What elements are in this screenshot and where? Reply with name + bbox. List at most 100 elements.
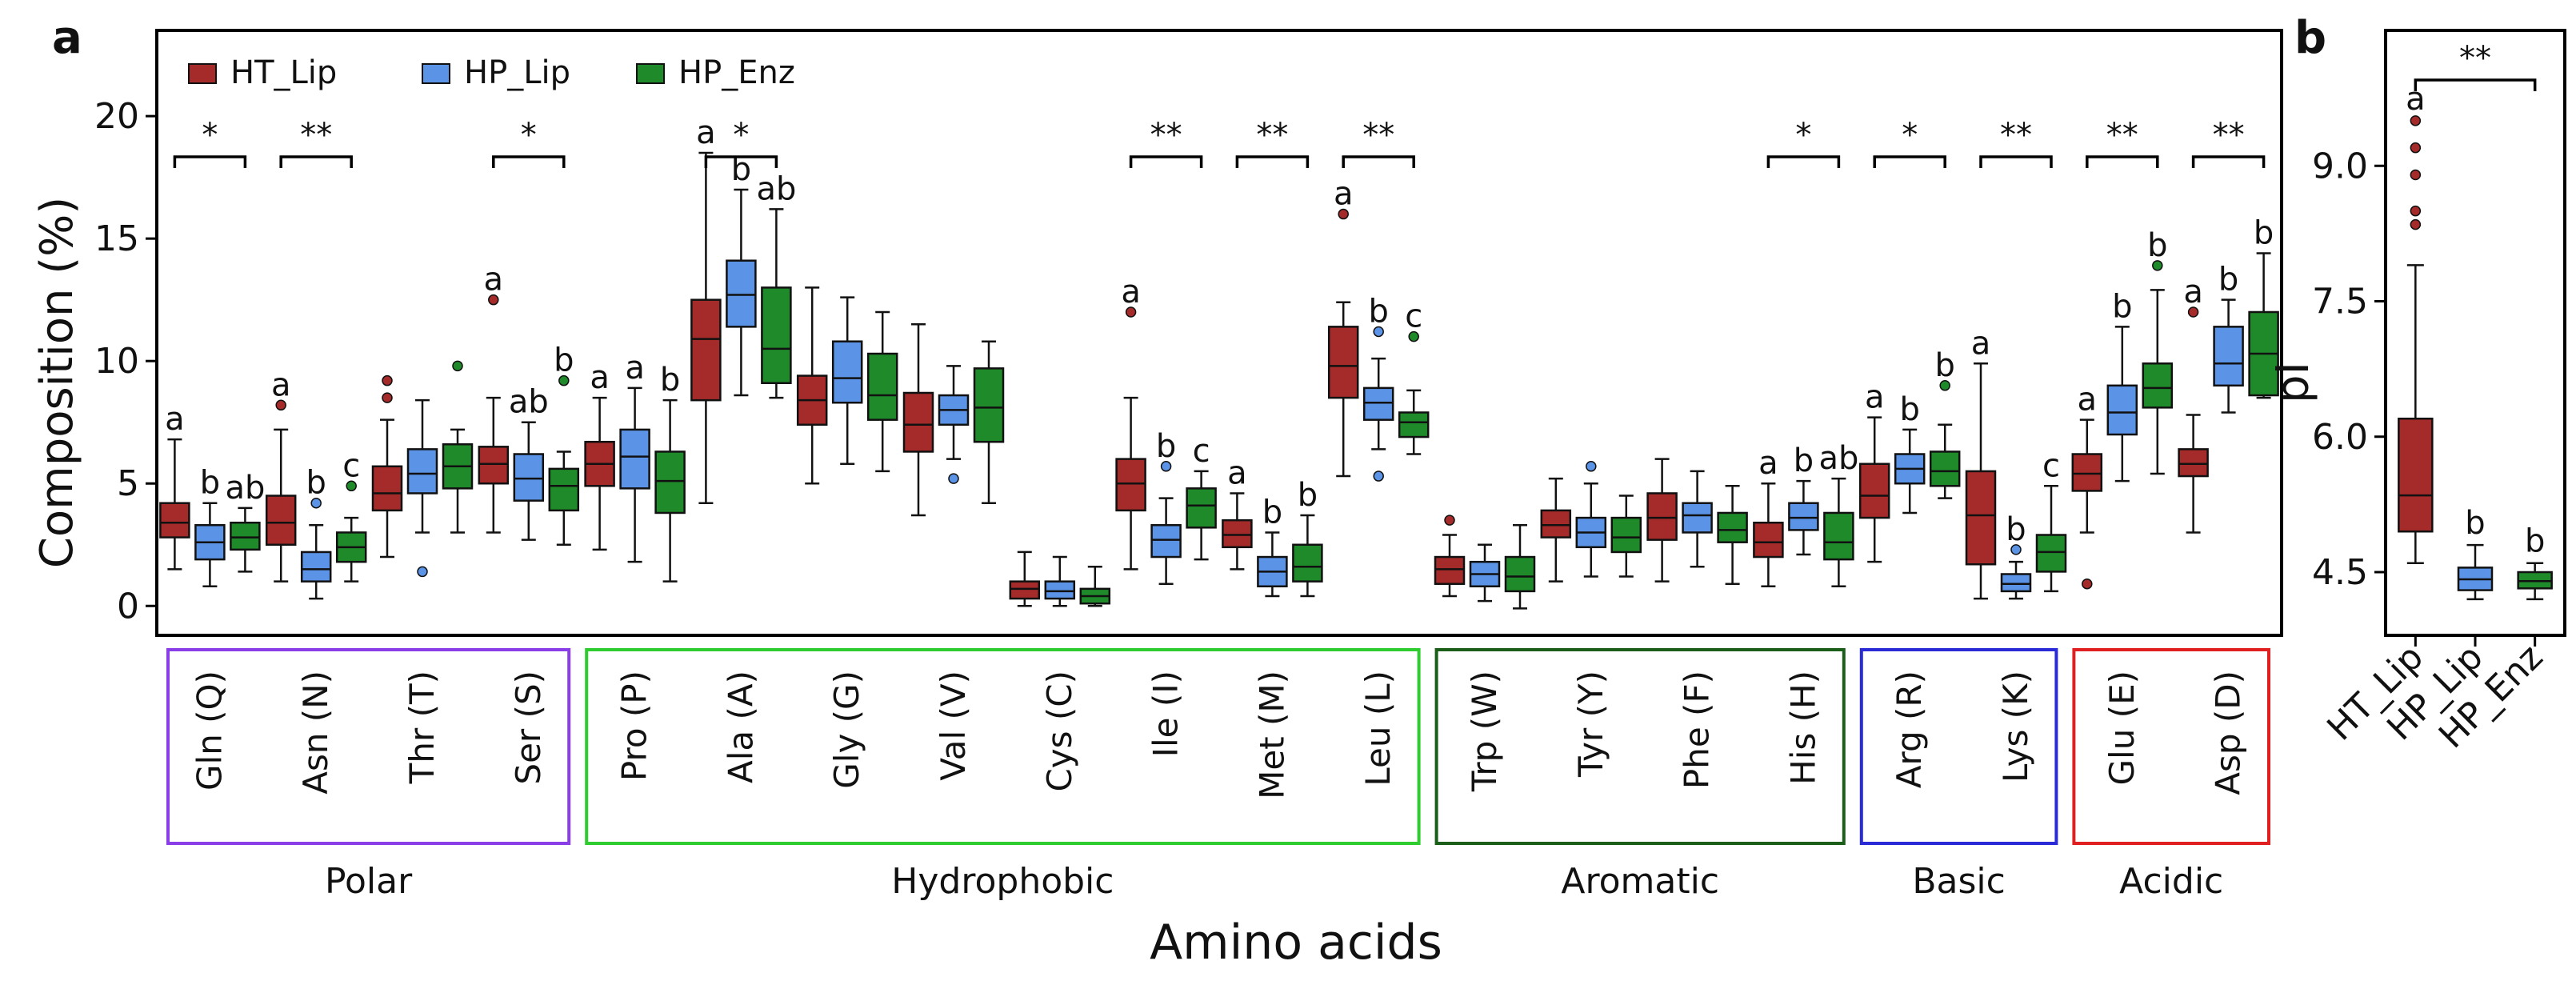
category-tyr-y: Tyr (Y) bbox=[1540, 461, 1642, 778]
box-outlier bbox=[2410, 205, 2422, 217]
box-hp-enz bbox=[1398, 330, 1430, 455]
box-hp-enz bbox=[654, 398, 686, 583]
box-iqr bbox=[1540, 509, 1572, 539]
box-ht-lip bbox=[2178, 306, 2209, 534]
box-hp-enz bbox=[2248, 252, 2279, 399]
box-iqr bbox=[619, 428, 650, 490]
box-iqr bbox=[1362, 386, 1394, 421]
category-label: His (H) bbox=[1783, 671, 1822, 785]
category-label: Pro (P) bbox=[615, 671, 654, 781]
significance-letter: b bbox=[1262, 494, 1282, 531]
box-ht-lip bbox=[1753, 482, 1784, 588]
significance-letter: a bbox=[165, 401, 185, 438]
legend-label-hp-lip: HP_Lip bbox=[464, 54, 570, 91]
category-label: Phe (F) bbox=[1678, 671, 1717, 789]
box-hp-enz bbox=[1186, 470, 1217, 561]
category-groups: Polar Hydrophobic Aromatic Basic Acidic bbox=[166, 648, 2270, 902]
category-label: Asp (D) bbox=[2209, 671, 2248, 795]
box-ht-lip bbox=[690, 151, 722, 504]
box-hp-lip bbox=[1894, 428, 1926, 515]
significance-letter: ab bbox=[225, 470, 265, 507]
category-label: Ile (I) bbox=[1146, 671, 1186, 757]
legend-label-ht-lip: HT_Lip bbox=[230, 54, 337, 91]
box-iqr bbox=[1929, 450, 1961, 487]
box-ht-lip bbox=[2071, 418, 2103, 590]
box-hp-lip bbox=[2213, 298, 2244, 414]
box-hp-lip bbox=[1682, 470, 1713, 568]
significance-letter: c bbox=[1193, 433, 1210, 470]
significance-letter: b bbox=[1900, 391, 1920, 428]
box-iqr bbox=[300, 551, 332, 583]
significance-letter: c bbox=[1405, 298, 1422, 335]
significance-letter: a bbox=[1334, 176, 1354, 213]
significance-letter: b bbox=[2006, 511, 2026, 548]
significance-stars: * bbox=[521, 117, 537, 154]
box-iqr bbox=[159, 502, 190, 539]
box-ht-lip bbox=[796, 286, 828, 485]
category-label: Asn (N) bbox=[296, 671, 335, 795]
box-outlier bbox=[1338, 208, 1349, 220]
box-iqr bbox=[1965, 470, 1997, 566]
significance-bracket bbox=[1979, 155, 2053, 168]
box-iqr bbox=[2106, 384, 2138, 436]
significance-letter: a bbox=[625, 350, 645, 386]
box-hp-lip bbox=[619, 386, 650, 563]
significance-stars: ** bbox=[300, 117, 332, 154]
significance-stars: ** bbox=[1256, 117, 1288, 154]
group-box bbox=[585, 648, 1421, 845]
box-outlier bbox=[2010, 544, 2022, 555]
box-ht-lip bbox=[1009, 551, 1041, 607]
box-hp-enz bbox=[1610, 494, 1642, 578]
box-outlier bbox=[382, 392, 393, 403]
box-iqr bbox=[513, 453, 545, 502]
category-label: Glu (E) bbox=[2102, 671, 2142, 786]
box-ht-lip bbox=[159, 438, 190, 571]
box-outlier bbox=[1408, 330, 1419, 342]
pi-box-hp-enz: bHP_Enz bbox=[2431, 523, 2553, 756]
panel-a-x-axis-label: Amino acids bbox=[1150, 915, 1442, 971]
group-box bbox=[166, 648, 571, 845]
box-outlier bbox=[948, 473, 959, 484]
significance-stars: * bbox=[202, 117, 218, 154]
box-outlier bbox=[1373, 326, 1384, 338]
box-iqr bbox=[2213, 326, 2244, 387]
box-hp-lip bbox=[1469, 543, 1501, 603]
box-ht-lip bbox=[1222, 492, 1253, 571]
box-outlier bbox=[1586, 461, 1597, 472]
box-outlier bbox=[417, 566, 428, 578]
significance-stars: ** bbox=[1150, 117, 1182, 154]
significance-bracket bbox=[704, 155, 778, 168]
box-iqr bbox=[1186, 487, 1217, 529]
box-iqr bbox=[1788, 502, 1819, 531]
legend-swatch-hp-enz bbox=[636, 63, 665, 84]
significance-bracket bbox=[2191, 155, 2266, 168]
box-ht-lip bbox=[1115, 306, 1146, 571]
box-outlier bbox=[2410, 169, 2422, 181]
box-outlier bbox=[2410, 142, 2422, 154]
category-ile-i: a b c ** Ile (I) bbox=[1115, 117, 1217, 757]
box-outlier bbox=[2082, 578, 2093, 590]
significance-letter: b bbox=[2465, 505, 2485, 542]
significance-letter: c bbox=[342, 447, 360, 484]
box-outlier bbox=[2152, 260, 2163, 271]
significance-letter: b bbox=[2112, 288, 2132, 325]
significance-stars: ** bbox=[2000, 117, 2032, 154]
category-label: Val (V) bbox=[934, 671, 973, 781]
box-hp-enz bbox=[1079, 566, 1111, 607]
category-label: Gly (G) bbox=[827, 671, 866, 789]
category-leu-l: a b c ** Leu (L) bbox=[1327, 117, 1430, 787]
category-label: Met (M) bbox=[1252, 671, 1291, 799]
box-iqr bbox=[2178, 448, 2209, 478]
y-tick-label: 0 bbox=[117, 586, 139, 627]
panel-b-label: b bbox=[2294, 12, 2326, 64]
significance-bracket bbox=[279, 155, 353, 168]
box-outlier bbox=[2410, 218, 2422, 230]
group-box bbox=[1859, 648, 2058, 845]
box-hp-lip bbox=[1788, 479, 1819, 556]
box-hp-enz bbox=[866, 310, 898, 473]
box-outlier bbox=[558, 374, 570, 386]
significance-letter: a bbox=[590, 359, 610, 396]
category-asp-d: a bb**Asp (D) bbox=[2178, 117, 2279, 795]
